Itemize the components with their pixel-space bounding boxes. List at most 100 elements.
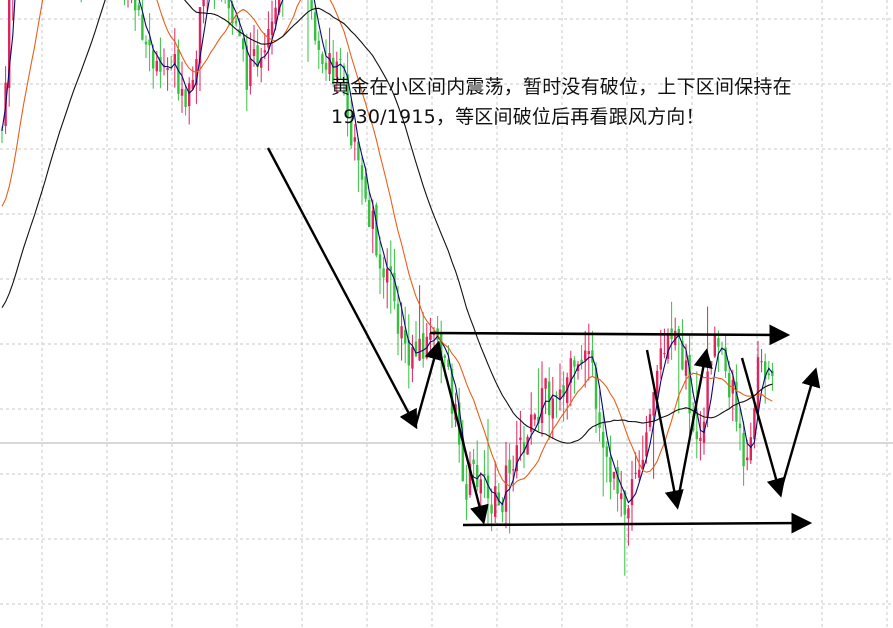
candle-body	[738, 423, 742, 429]
candle-body	[443, 355, 446, 358]
moving-average-mid-line	[1, 0, 773, 487]
candle-body	[584, 350, 587, 361]
range-swing-down-arrow-2	[740, 357, 786, 498]
candle-body	[382, 268, 385, 278]
rebound-up-arrow	[414, 340, 444, 425]
candle-body	[710, 361, 713, 366]
candle-body	[605, 446, 608, 457]
candle-body	[335, 61, 338, 78]
candle-body	[141, 14, 144, 40]
candle-body	[526, 436, 529, 455]
range-swing-up-arrow-2	[778, 367, 821, 494]
candle-body	[468, 463, 472, 495]
candle-body	[735, 381, 738, 422]
candle-body	[656, 370, 659, 394]
candle-body	[699, 437, 702, 442]
candle-body	[486, 475, 490, 499]
candle-body	[634, 472, 637, 474]
candle-body	[360, 165, 364, 180]
candle-body	[357, 141, 360, 161]
candle-body	[324, 62, 328, 70]
candle-body	[173, 54, 176, 64]
candle-body	[479, 479, 482, 494]
candle-body	[652, 391, 655, 416]
candle-body	[411, 347, 414, 369]
candle-body	[742, 432, 745, 467]
candle-body	[249, 58, 252, 87]
drop-to-support-arrow	[436, 344, 489, 525]
candle-body	[461, 443, 464, 482]
candle-body	[231, 3, 234, 24]
range-swing-up-arrow-1	[675, 348, 713, 506]
candle-body	[274, 7, 277, 25]
candle-body	[684, 360, 688, 376]
candle-body	[245, 45, 248, 90]
candle-body	[587, 351, 590, 355]
candle-body	[350, 121, 353, 146]
candle-body	[184, 89, 187, 107]
candle-body	[548, 381, 551, 416]
resistance-level-arrow	[429, 324, 791, 346]
candle-body	[152, 50, 155, 69]
candle-body	[404, 330, 407, 344]
candle-body	[641, 459, 644, 469]
candle-body	[432, 334, 436, 336]
candle-body	[648, 414, 652, 428]
candle-body	[465, 484, 468, 500]
candle-body	[497, 492, 500, 506]
candle-body	[645, 432, 648, 457]
candle-body	[339, 58, 342, 60]
candle-body	[609, 457, 612, 483]
range-swing-down-arrow-1	[645, 349, 684, 510]
candle-body	[504, 465, 508, 512]
candle-body	[555, 394, 558, 396]
candle-body	[396, 303, 400, 334]
candle-body	[472, 459, 475, 465]
candle-body	[515, 445, 518, 472]
candle-body	[562, 385, 565, 397]
candle-body	[393, 272, 396, 302]
candle-body	[144, 41, 148, 45]
candle-body	[234, 20, 238, 24]
candle-body	[602, 431, 605, 448]
candle-body	[137, 5, 140, 11]
candle-body	[346, 74, 349, 119]
candle-body	[558, 389, 562, 400]
candle-body	[616, 467, 619, 494]
candle-body	[317, 40, 320, 50]
candle-body	[263, 50, 266, 53]
candle-body	[134, 0, 137, 11]
candle-body	[8, 0, 11, 88]
candle-body	[522, 442, 526, 453]
candle-body	[447, 359, 450, 368]
candle-body	[407, 340, 410, 366]
candle-body	[242, 38, 245, 50]
candle-body	[494, 486, 497, 517]
candle-body	[630, 479, 634, 506]
candle-body	[202, 0, 205, 7]
candle-body	[573, 360, 576, 367]
candle-body	[753, 408, 756, 440]
candle-body	[148, 39, 151, 46]
candle-body	[450, 368, 454, 414]
candle-body	[155, 60, 158, 72]
candle-body	[674, 330, 677, 346]
candle-body	[591, 350, 594, 363]
candle-body	[180, 88, 184, 96]
candle-body	[728, 373, 731, 398]
candle-body	[198, 7, 202, 64]
candle-body	[638, 469, 641, 478]
candle-body	[256, 45, 259, 68]
support-level-arrow	[462, 512, 813, 534]
candle-body	[278, 0, 281, 13]
downtrend-leg-arrow	[266, 147, 418, 430]
candle-body	[270, 21, 274, 36]
candle-body	[749, 437, 752, 461]
candle-body	[414, 341, 418, 357]
candle-body	[368, 199, 371, 227]
candle-body	[688, 355, 691, 414]
candle-body	[512, 469, 515, 471]
candle-body	[238, 29, 241, 37]
